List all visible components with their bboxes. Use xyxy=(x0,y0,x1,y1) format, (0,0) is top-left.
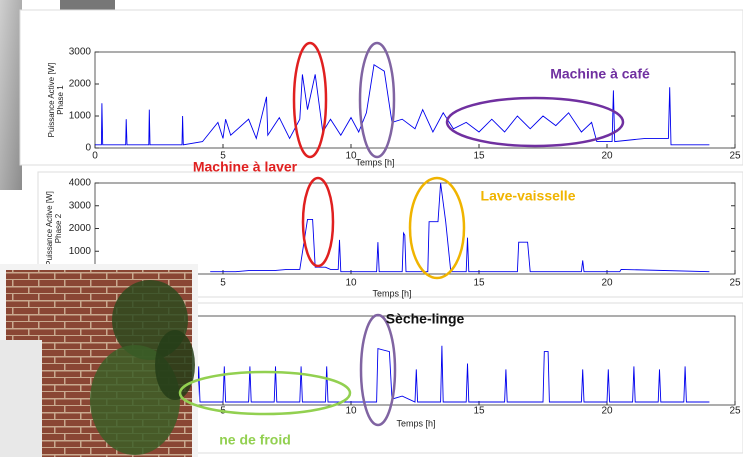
y-tick-label: 1000 xyxy=(69,246,92,257)
y-tick-label: 2000 xyxy=(69,79,92,90)
y-tick-label: 0 xyxy=(85,143,91,154)
x-tick-label: 25 xyxy=(729,278,741,289)
x-tick-label: 25 xyxy=(729,406,741,417)
x-tick-label: 15 xyxy=(473,278,485,289)
photo xyxy=(0,264,198,457)
annotation: Sèche-linge xyxy=(386,311,465,327)
y-tick-label: 1000 xyxy=(69,111,92,122)
x-tick-label: 20 xyxy=(601,151,613,162)
x-tick-label: 10 xyxy=(345,406,357,417)
x-tick-label: 20 xyxy=(601,278,613,289)
y-tick-label: 2000 xyxy=(69,223,92,234)
x-tick-label: 5 xyxy=(220,278,226,289)
y-tick-label: 3000 xyxy=(69,200,92,211)
photo-ivy xyxy=(155,330,195,400)
x-tick-label: 15 xyxy=(473,406,485,417)
x-tick-label: 0 xyxy=(92,151,98,162)
x-tick-label: 20 xyxy=(601,406,613,417)
x-tick-label: 25 xyxy=(729,151,741,162)
x-axis-label: Temps [h] xyxy=(372,288,411,298)
slide: 0 5 10 15 20 25 0 1000 2000 3000 Temps [h] Puissanc… xyxy=(0,0,743,457)
annotation: ne de froid xyxy=(219,432,291,448)
photo-object xyxy=(0,340,42,457)
y-tick-label: 3000 xyxy=(69,47,92,58)
annotation: Lave-vaisselle xyxy=(481,188,576,204)
y-axis-label: Phase 1 xyxy=(56,85,65,115)
photo-corner xyxy=(0,0,22,190)
x-axis-label: Temps [h] xyxy=(396,418,435,428)
annotation: Machine à café xyxy=(550,66,650,82)
y-axis-label: Puissance Active [W] xyxy=(47,63,56,138)
x-tick-label: 15 xyxy=(473,151,485,162)
y-axis-label: Puissance Active [W] xyxy=(45,191,54,266)
annotation: Machine à laver xyxy=(193,159,298,175)
y-tick-label: 4000 xyxy=(69,178,92,189)
x-axis-label: Temps [h] xyxy=(355,157,394,167)
y-axis-label: Phase 2 xyxy=(54,213,63,243)
x-tick-label: 10 xyxy=(345,278,357,289)
